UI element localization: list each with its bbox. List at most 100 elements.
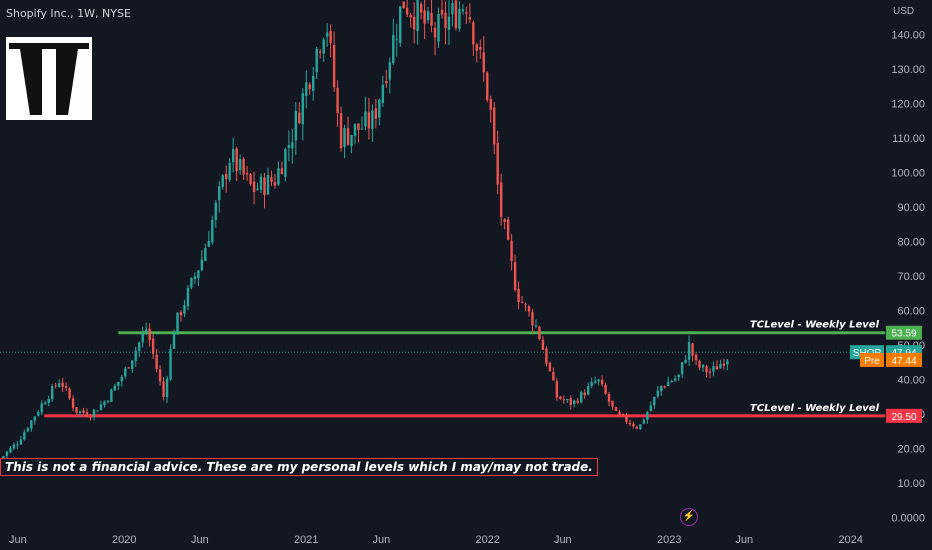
y-tick-label: 20.00 [897,444,925,456]
candle-body [9,447,12,453]
candle-body [552,372,555,381]
candle-body [99,404,103,410]
candle-body [211,219,214,243]
candle-body [517,288,520,302]
candle-body [148,328,151,341]
candle-body [92,409,96,417]
candle-body [555,381,559,398]
candle-body [228,162,231,180]
candle-body [673,378,677,381]
candle-body [249,174,252,185]
candle-body [357,123,360,130]
candle-body [19,439,23,445]
candle-body [186,287,190,307]
candle-body [385,81,388,84]
candle-body [193,276,197,280]
candle-body [590,381,593,387]
x-tick-label: Jun [735,534,753,546]
candle-body [447,16,451,30]
candle-body [44,402,47,405]
candle-body [541,339,545,350]
y-tick-label: 80.00 [897,237,925,249]
candle-body [329,31,332,44]
candle-body [461,9,465,12]
candle-body [465,12,468,14]
y-tick-label: 110.00 [892,133,925,145]
candle-body [513,262,517,291]
candle-body [715,366,719,370]
candle-body [625,415,628,423]
candle-body [353,123,357,137]
candle-body [252,181,256,193]
candle-body [287,145,291,148]
candlestick-series [0,0,729,463]
candle-body [545,348,548,364]
candle-body [684,359,687,363]
candle-body [653,396,656,406]
candle-body [242,158,245,175]
candle-body [169,348,172,380]
candle-body [332,45,336,88]
candle-body [312,76,315,91]
candle-body [694,354,698,361]
badge-value-bg [886,352,922,367]
candle-body [291,142,294,149]
candle-body [506,219,510,240]
candle-body [47,399,50,404]
candle-body [405,7,409,15]
candle-body [496,142,499,185]
candle-body [604,384,607,394]
candle-body [566,399,569,401]
candle-body [468,17,472,20]
candle-body [259,176,263,190]
candle-body [350,134,353,147]
candle-body [238,159,242,171]
candle-body [395,38,398,40]
candle-body [144,329,148,333]
candle-body [479,47,482,50]
x-tick-label: 2022 [476,534,500,546]
candle-body [110,389,113,402]
x-tick-label: 2023 [657,534,681,546]
candle-body [527,306,531,312]
price-axis: USD 0.000010.0020.0030.0040.0050.0060.00… [891,6,925,525]
candle-body [231,149,235,163]
candle-body [85,412,89,417]
candle-body [89,416,92,418]
candle-body [656,390,659,397]
y-tick-label: 60.00 [897,306,925,318]
candle-body [559,396,562,400]
candle-body [277,168,280,185]
level-price-value: 29.50 [891,412,916,423]
candle-body [336,87,339,114]
candle-body [726,360,729,365]
level-price-badge [886,325,922,340]
candle-body [318,51,322,53]
candle-body [573,400,576,405]
candle-body [412,16,416,30]
candle-body [722,363,726,366]
candle-body [454,0,458,29]
candle-body [266,175,270,195]
candle-body [162,381,165,397]
candle-body [12,444,16,449]
candle-body [64,385,68,388]
candle-body [663,386,666,388]
candle-body [614,407,618,411]
candle-body [183,304,186,314]
candle-body [499,182,503,217]
candle-body [124,368,127,377]
candle-body [444,12,447,28]
candle-body [204,247,207,261]
candle-body [531,312,534,326]
candle-body [586,386,590,395]
x-tick-label: Jun [372,534,390,546]
y-tick-label: 0.0000 [891,513,925,525]
level-labels: TCLevel - Weekly Level TCLevel - Weekly L… [750,320,880,414]
candle-body [26,428,30,432]
lightning-icon[interactable]: ⚡ [680,508,698,526]
candle-body [138,342,141,351]
x-tick-label: 2021 [294,534,318,546]
candle-body [548,362,552,372]
